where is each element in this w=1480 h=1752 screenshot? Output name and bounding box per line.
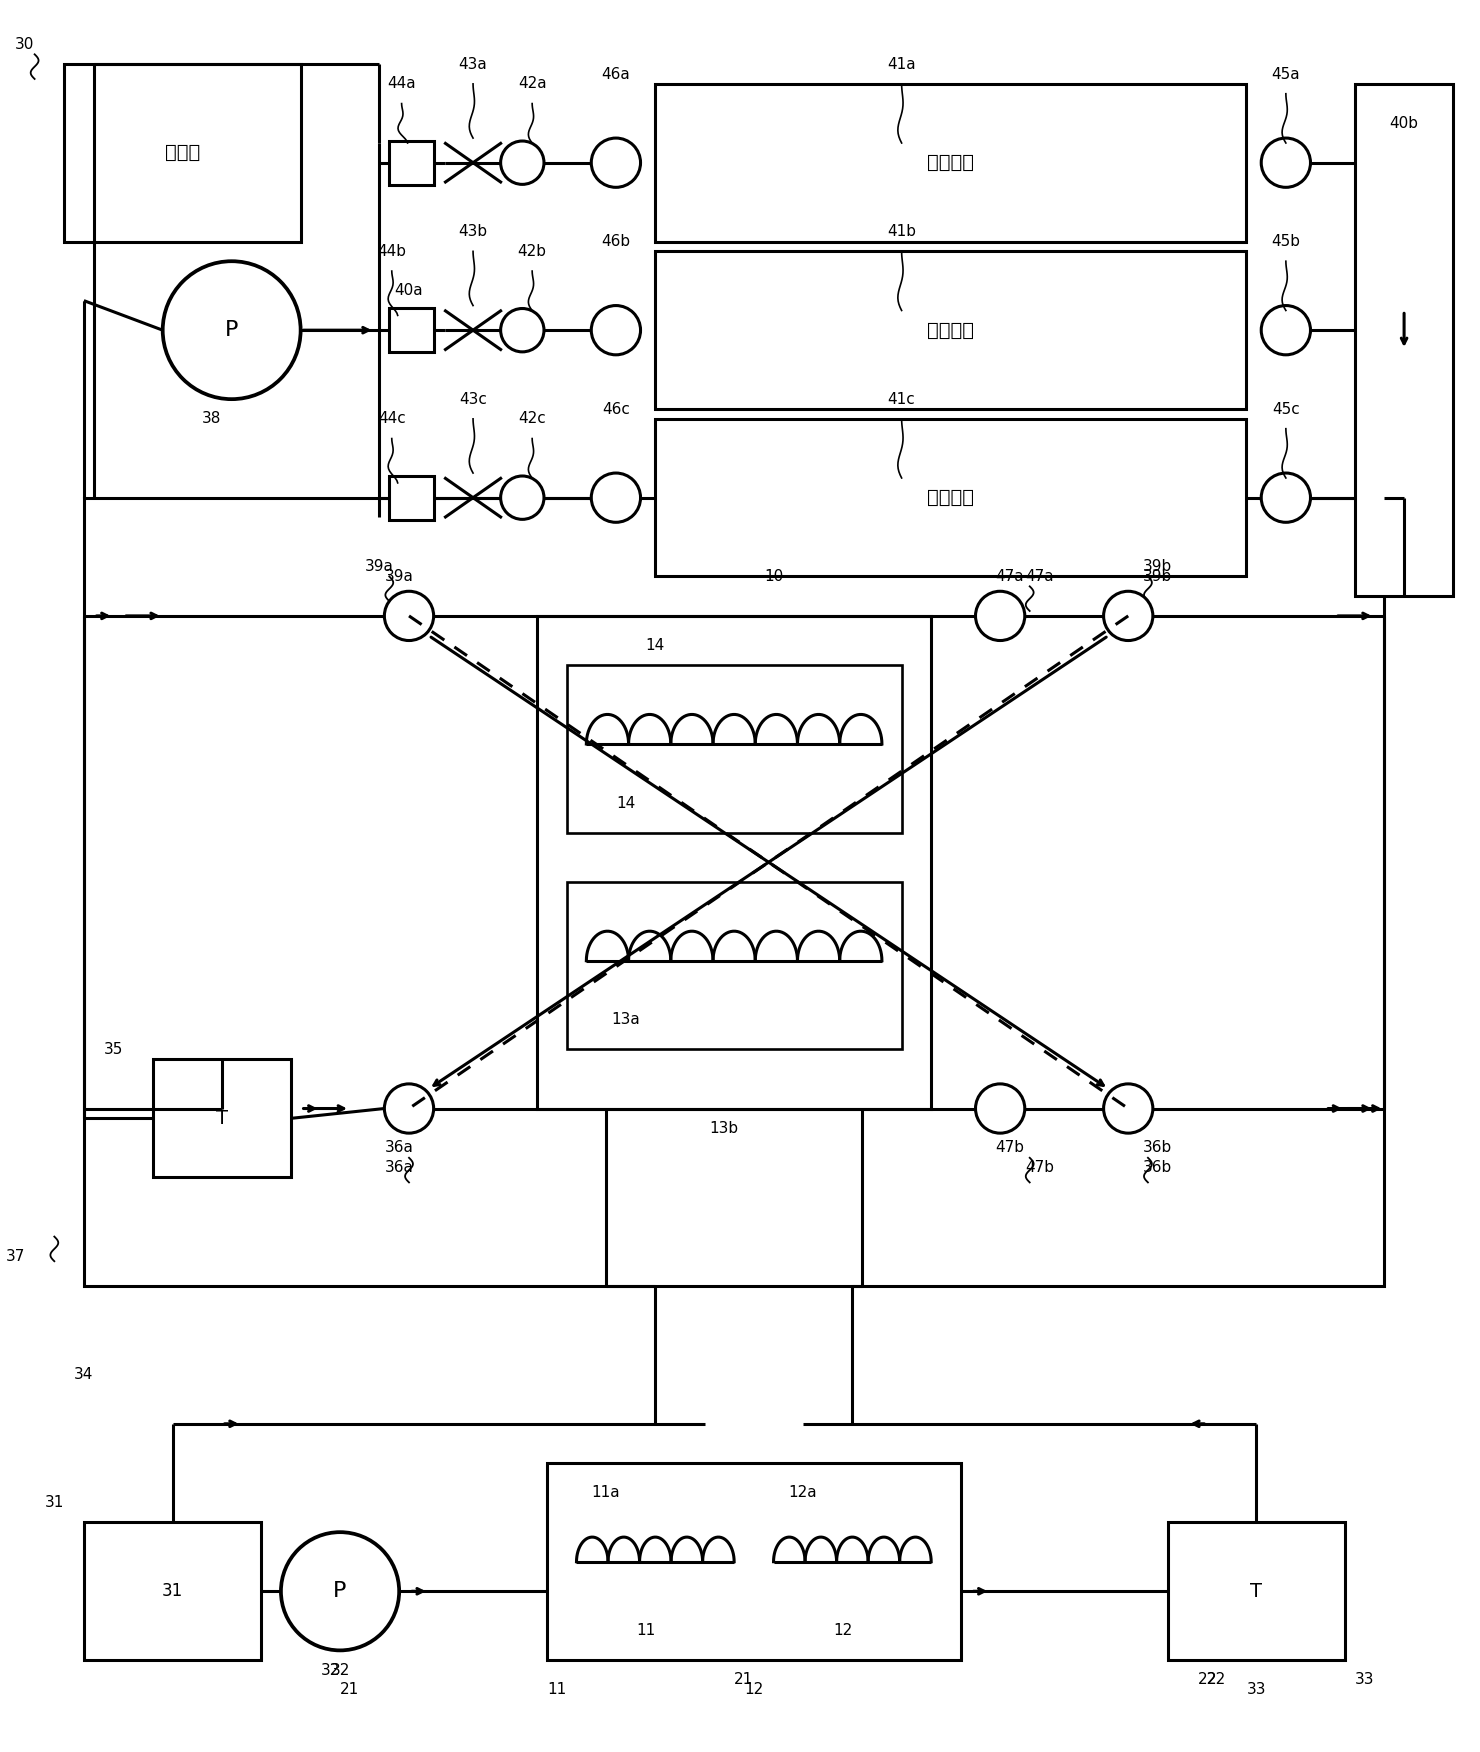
Text: 14: 14 bbox=[645, 638, 665, 653]
Text: 21: 21 bbox=[340, 1682, 360, 1698]
Bar bbox=[1168, 1522, 1345, 1661]
Circle shape bbox=[1261, 305, 1310, 356]
Text: 21: 21 bbox=[734, 1673, 753, 1687]
Bar bbox=[656, 419, 1246, 576]
Circle shape bbox=[975, 590, 1024, 641]
Text: 控制部: 控制部 bbox=[164, 144, 200, 163]
Circle shape bbox=[500, 308, 545, 352]
Text: P: P bbox=[225, 321, 238, 340]
Text: 33: 33 bbox=[1246, 1682, 1265, 1698]
Circle shape bbox=[385, 590, 434, 641]
Text: P: P bbox=[333, 1582, 346, 1601]
Text: 42a: 42a bbox=[518, 77, 546, 91]
Bar bbox=[389, 308, 434, 352]
Text: 42c: 42c bbox=[518, 412, 546, 426]
Text: 40a: 40a bbox=[395, 284, 423, 298]
Bar bbox=[537, 617, 931, 1109]
Circle shape bbox=[385, 1084, 434, 1134]
Text: 44c: 44c bbox=[377, 412, 406, 426]
Text: T: T bbox=[216, 1109, 228, 1128]
Text: 35: 35 bbox=[104, 1042, 123, 1056]
Text: 46c: 46c bbox=[602, 401, 630, 417]
Text: 42b: 42b bbox=[518, 244, 546, 259]
Text: 11a: 11a bbox=[592, 1486, 620, 1500]
Text: T: T bbox=[1251, 1582, 1262, 1601]
Text: 45a: 45a bbox=[1271, 67, 1299, 82]
Text: 41c: 41c bbox=[888, 392, 916, 406]
Text: 47a: 47a bbox=[996, 569, 1024, 583]
Text: 22: 22 bbox=[1197, 1673, 1217, 1687]
Text: 10: 10 bbox=[764, 569, 783, 583]
Text: 38: 38 bbox=[203, 412, 222, 426]
Text: 12: 12 bbox=[833, 1622, 852, 1638]
Text: 11: 11 bbox=[636, 1622, 656, 1638]
Text: 39b: 39b bbox=[1143, 559, 1172, 575]
Circle shape bbox=[1104, 1084, 1153, 1134]
Text: 44b: 44b bbox=[377, 244, 407, 259]
Text: 44a: 44a bbox=[388, 77, 416, 91]
Text: 30: 30 bbox=[15, 37, 34, 53]
Text: 13a: 13a bbox=[611, 1013, 641, 1027]
Text: 12: 12 bbox=[744, 1682, 764, 1698]
Text: 22: 22 bbox=[1208, 1673, 1227, 1687]
Text: 43b: 43b bbox=[459, 224, 487, 240]
Bar bbox=[152, 1060, 290, 1177]
Bar bbox=[389, 475, 434, 520]
Bar bbox=[64, 65, 300, 242]
Bar bbox=[84, 1522, 262, 1661]
Text: 41b: 41b bbox=[887, 224, 916, 240]
Text: 43a: 43a bbox=[459, 56, 487, 72]
Circle shape bbox=[592, 305, 641, 356]
Circle shape bbox=[592, 138, 641, 187]
Text: 40b: 40b bbox=[1390, 116, 1419, 131]
Bar bbox=[567, 666, 901, 832]
Text: 电子设备: 电子设备 bbox=[928, 152, 974, 172]
Text: 43c: 43c bbox=[459, 392, 487, 406]
Bar bbox=[656, 251, 1246, 408]
Text: 36a: 36a bbox=[385, 1160, 413, 1176]
Circle shape bbox=[592, 473, 641, 522]
Circle shape bbox=[281, 1533, 400, 1650]
Text: 36b: 36b bbox=[1143, 1160, 1172, 1176]
Text: 45b: 45b bbox=[1271, 235, 1301, 249]
Text: 13b: 13b bbox=[710, 1121, 739, 1135]
Bar bbox=[84, 498, 1384, 1286]
Bar bbox=[1354, 84, 1453, 596]
Text: 37: 37 bbox=[6, 1249, 25, 1263]
Text: 31: 31 bbox=[44, 1494, 64, 1510]
Text: 39a: 39a bbox=[366, 559, 394, 575]
Text: 33: 33 bbox=[1354, 1673, 1375, 1687]
Bar bbox=[656, 84, 1246, 242]
Circle shape bbox=[500, 140, 545, 184]
Text: 34: 34 bbox=[74, 1367, 93, 1382]
Text: 39b: 39b bbox=[1143, 569, 1172, 583]
Text: 31: 31 bbox=[161, 1582, 184, 1600]
Text: 14: 14 bbox=[616, 795, 635, 811]
Text: 电子设备: 电子设备 bbox=[928, 321, 974, 340]
Bar bbox=[567, 881, 901, 1049]
Text: 36b: 36b bbox=[1143, 1141, 1172, 1155]
Text: 11: 11 bbox=[548, 1682, 567, 1698]
Circle shape bbox=[975, 1084, 1024, 1134]
Text: 46a: 46a bbox=[601, 67, 630, 82]
Text: 45c: 45c bbox=[1271, 401, 1299, 417]
Circle shape bbox=[163, 261, 300, 399]
Circle shape bbox=[1261, 138, 1310, 187]
Text: 36a: 36a bbox=[385, 1141, 413, 1155]
Text: 32: 32 bbox=[321, 1663, 340, 1678]
Text: 41a: 41a bbox=[888, 56, 916, 72]
Circle shape bbox=[500, 477, 545, 519]
Text: 电子设备: 电子设备 bbox=[928, 489, 974, 506]
Circle shape bbox=[1104, 590, 1153, 641]
Text: 47b: 47b bbox=[996, 1141, 1024, 1155]
Text: 12a: 12a bbox=[789, 1486, 817, 1500]
Text: 46b: 46b bbox=[601, 235, 630, 249]
Bar bbox=[548, 1463, 961, 1661]
Circle shape bbox=[1261, 473, 1310, 522]
Text: 32: 32 bbox=[330, 1663, 349, 1678]
Text: 47a: 47a bbox=[1026, 569, 1054, 583]
Text: 39a: 39a bbox=[385, 569, 413, 583]
Bar bbox=[389, 140, 434, 186]
Text: 47b: 47b bbox=[1026, 1160, 1054, 1176]
